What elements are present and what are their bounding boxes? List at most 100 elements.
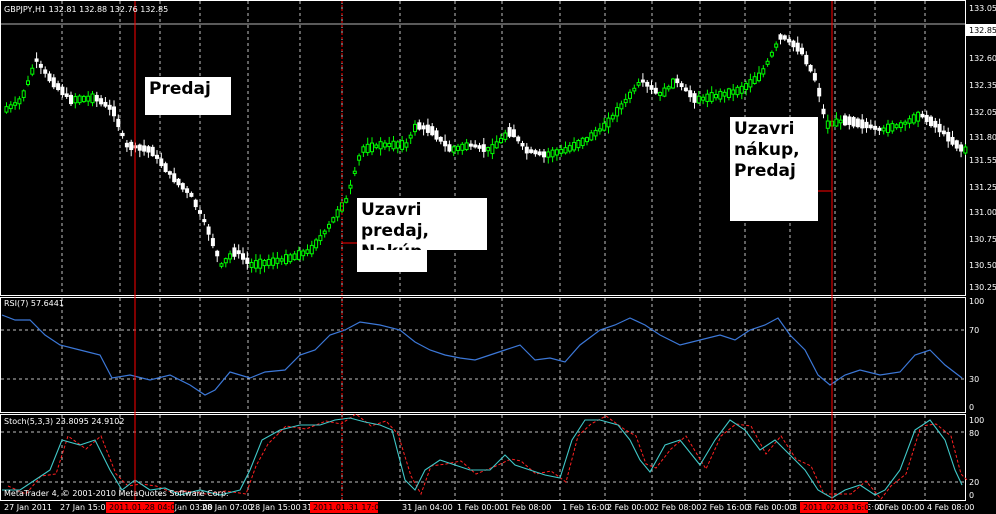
candle-body [344,198,349,203]
close-buy-sell-line-3: Predaj [734,161,796,181]
candle-body [808,65,813,72]
candle-body [615,107,620,117]
sell-callout-line-1: Predaj [149,79,211,99]
candle-body [494,141,499,149]
price-tick-label: 131.00 [969,208,996,217]
candle-body [937,123,942,133]
candle-body [189,192,194,197]
candle-body [223,258,228,264]
candle-body [726,88,731,98]
candle-body [155,154,159,159]
candle-body [722,91,727,97]
candle-body [696,95,701,104]
highlighted-date-label: 2011.01.31 17:00 [313,503,384,512]
candle-body [400,140,405,150]
candle-body [795,42,800,52]
candle-body [456,145,460,151]
candle-body [167,171,172,175]
candle-body [249,262,254,268]
candle-body [468,143,473,147]
candle-body [275,257,280,264]
candle-body [365,143,370,154]
candle-body [572,141,577,151]
candle-body [21,90,26,98]
close-sell-buy-callout: Uzavri predaj, Nakúp [357,198,487,262]
candle-body [245,257,250,264]
candle-body [894,124,899,129]
candle-body [533,150,538,155]
candle-body [116,118,121,128]
candle-body [817,87,822,97]
candle-body [296,250,301,260]
candle-body [933,120,938,128]
candle-body [86,95,91,102]
candle-body [503,132,508,140]
candle-body [864,121,869,129]
candle-body [451,146,456,153]
candle-body [692,93,697,103]
price-tick-label: 131.25 [969,183,996,192]
candle-body [787,38,792,43]
rsi-polyline [1,314,963,396]
candle-body [94,94,99,102]
candle-body [653,87,658,94]
candle-body [907,118,912,124]
candle-body [305,249,310,254]
candle-body [507,127,512,137]
time-tick-label: 28 Jan 15:00 [250,503,301,512]
time-tick-label: 2 Feb 00:00 [607,503,654,512]
candle-body [318,235,323,242]
stoch-signal-polyline [7,413,969,500]
candle-body [241,253,245,260]
candle-body [77,95,82,104]
candle-body [327,223,331,229]
candle-body [610,114,615,120]
candle-body [69,94,73,105]
candle-body [671,78,675,89]
candle-body [602,122,607,131]
candle-body [215,250,220,257]
candle-body [284,254,288,265]
candle-body [413,123,417,133]
candle-body [4,106,9,113]
candle-body [81,95,86,103]
candle-body [606,117,611,128]
candle-body [903,121,908,125]
candle-body [309,244,314,255]
time-tick-label: 27 Jan 2011 [4,503,52,512]
candle-body [924,114,929,122]
candle-body [176,178,181,186]
candle-body [838,119,843,124]
candle-body [348,184,353,189]
candle-body [800,47,804,55]
candle-body [103,101,108,107]
candle-body [916,111,921,122]
candle-body [752,76,757,85]
candle-body [378,141,383,150]
stoch-panel-header: Stoch(5,3,3) 23.8095 24.9102 [4,417,124,426]
candlesticks [4,33,968,275]
candle-body [90,93,95,104]
candle-body [180,183,185,190]
candle-body [490,144,495,155]
copyright-footer: MetaTrader 4, © 2001-2010 MetaQuotes Sof… [4,489,229,498]
candle-body [554,149,559,156]
candle-body [834,118,839,127]
time-tick-label: 1 Feb 08:00 [504,503,551,512]
candle-body [585,137,589,143]
candle-body [279,258,284,262]
candle-body [705,93,710,102]
time-tick-label: 2 Feb 08:00 [654,503,701,512]
rsi-level-label: 70 [969,326,979,335]
candle-body [473,144,478,148]
candle-body [529,149,534,153]
candle-body [898,122,903,129]
candle-body [563,147,568,154]
highlighted-date-label: 2011.01.28 04:00 [109,503,180,512]
rsi-line [1,314,963,396]
candle-body [107,104,112,110]
candle-body [847,116,852,125]
candle-body [438,136,443,142]
candle-body [206,226,211,235]
